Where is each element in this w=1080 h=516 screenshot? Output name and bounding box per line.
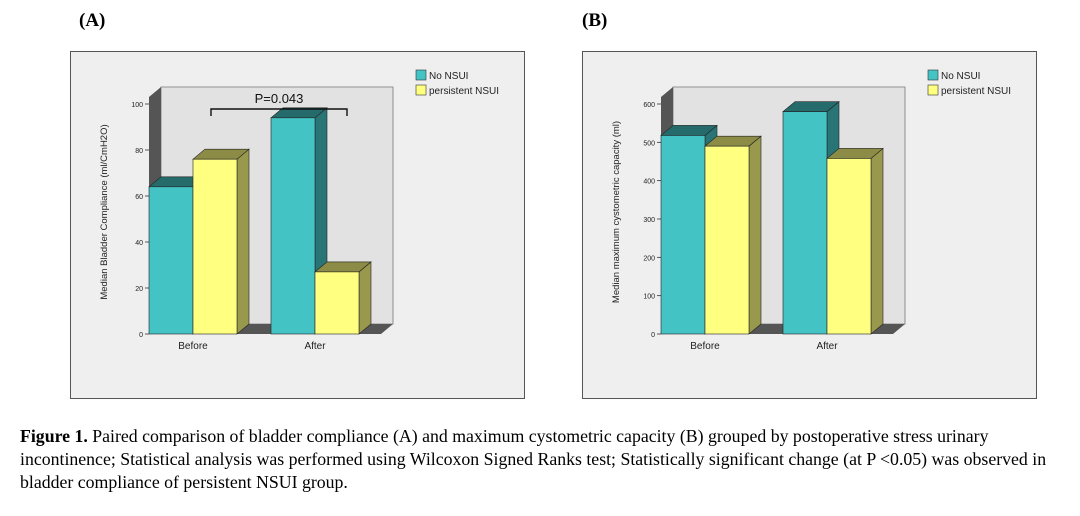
y-tick-label: 600 — [643, 102, 655, 109]
x-tick-label: Before — [178, 341, 208, 352]
bar-side — [236, 148, 250, 335]
bar-1-0 — [782, 111, 828, 335]
y-tick-label: 20 — [135, 286, 143, 293]
panel-label-b: (B) — [582, 10, 608, 31]
legend-swatch — [415, 84, 427, 96]
y-tick-label: 60 — [135, 194, 143, 201]
bar-side — [748, 135, 762, 335]
x-tick-label: After — [304, 341, 326, 352]
y-tick-label: 80 — [135, 148, 143, 155]
legend-label: persistent NSUI — [941, 86, 1011, 97]
y-tick-label: 100 — [643, 294, 655, 301]
chart-a: 0 20 40 60 80 100 Median Bladder Compliance (m… — [70, 51, 525, 399]
bar-0-1 — [192, 158, 238, 335]
y-tick-label: 0 — [139, 332, 143, 339]
bar-0-0 — [660, 135, 706, 335]
bar-1-1 — [826, 158, 872, 335]
chart-b: 0 100 200 300 400 500 600 Median maximum cystom… — [582, 51, 1037, 399]
y-tick-label: 300 — [643, 217, 655, 224]
bar-0-0 — [148, 186, 194, 335]
figure-caption: Figure 1. Paired comparison of bladder c… — [20, 425, 1065, 494]
legend-label: persistent NSUI — [429, 86, 499, 97]
bar-1-1 — [314, 271, 360, 335]
bar-side — [870, 147, 884, 335]
bar-side — [358, 261, 372, 335]
x-tick-label: Before — [690, 341, 720, 352]
chart-a-svg: 0 20 40 60 80 100 Median Bladder Compliance (m… — [99, 69, 499, 352]
y-axis-label: Median maximum cystometric capacity (ml) — [611, 121, 622, 303]
legend-swatch — [415, 69, 427, 81]
legend-label: No NSUI — [429, 71, 468, 82]
legend-label: No NSUI — [941, 71, 980, 82]
y-axis-label: Median Bladder Compliance (ml/CmH2O) — [99, 124, 110, 299]
y-tick-label: 100 — [131, 102, 143, 109]
legend-swatch — [927, 69, 939, 81]
legend-swatch — [927, 84, 939, 96]
panel-label-a: (A) — [79, 10, 106, 31]
bar-1-0 — [270, 117, 316, 335]
caption-text: Paired comparison of bladder compliance … — [20, 426, 1047, 492]
significance-label: P=0.043 — [255, 91, 304, 106]
y-tick-label: 40 — [135, 240, 143, 247]
bar-0-1 — [704, 145, 750, 335]
significance-bracket — [210, 108, 348, 116]
y-tick-label: 400 — [643, 179, 655, 186]
chart-b-svg: 0 100 200 300 400 500 600 Median maximum cystom… — [611, 69, 1011, 352]
caption-title: Figure 1. — [20, 426, 88, 446]
y-tick-label: 200 — [643, 255, 655, 262]
x-tick-label: After — [816, 341, 838, 352]
y-tick-label: 0 — [651, 332, 655, 339]
y-tick-label: 500 — [643, 140, 655, 147]
